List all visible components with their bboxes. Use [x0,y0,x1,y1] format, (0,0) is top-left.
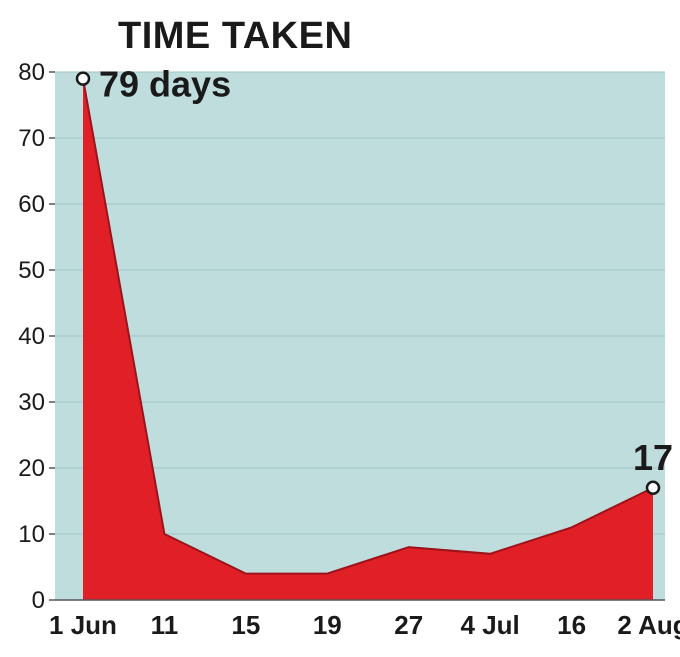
data-marker [77,73,89,85]
x-tick-label: 27 [394,610,423,640]
y-tick-label: 0 [32,587,45,614]
y-tick-label: 50 [18,257,45,284]
y-tick-label: 80 [18,59,45,86]
y-tick-label: 40 [18,323,45,350]
chart-title: TIME TAKEN [118,15,352,57]
x-tick-label: 19 [313,610,342,640]
x-tick-label: 15 [231,610,260,640]
time-taken-chart: 0 10 20 30 40 50 60 70 80 1 Jun 11 15 19 27 4 Jul 16 2 A… [0,0,680,657]
y-tick-label: 70 [18,125,45,152]
data-callout: 79 days [99,64,231,105]
x-tick-label: 16 [557,610,586,640]
x-tick-label: 2 Aug [617,610,680,640]
data-callout: 17 [633,437,673,478]
y-tick-label: 10 [18,521,45,548]
chart-svg: 0 10 20 30 40 50 60 70 80 1 Jun 11 15 19 27 4 Jul 16 2 A… [0,0,680,657]
x-tick-label: 11 [151,610,179,640]
data-marker [647,482,659,494]
x-tick-label: 1 Jun [49,610,117,640]
x-tick-label: 4 Jul [461,610,520,640]
y-tick-label: 60 [18,191,45,218]
y-tick-label: 20 [18,455,45,482]
y-tick-label: 30 [18,389,45,416]
